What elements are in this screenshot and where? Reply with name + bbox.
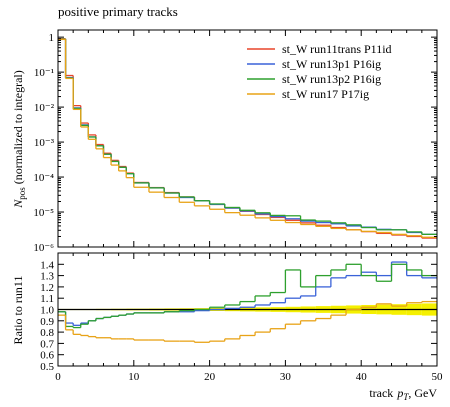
y-tick-label: 0.6 — [40, 350, 54, 362]
y-tick-label: 0.8 — [40, 327, 54, 339]
x-tick-label: 50 — [432, 371, 444, 383]
y-label-symbol: N — [11, 199, 25, 209]
y-tick-label: 0.9 — [40, 316, 54, 328]
y-tick-label: 1 — [49, 32, 55, 44]
y-tick-label: 1.2 — [40, 282, 54, 294]
x-tick-label: 10 — [128, 371, 140, 383]
x-label-text: track — [369, 386, 393, 400]
x-tick-label: 40 — [356, 371, 368, 383]
legend-label: st_W run11trans P11id — [282, 42, 392, 56]
y-tick-label: 10⁻⁵ — [33, 207, 54, 219]
x-axis-label: track pT, GeV — [369, 386, 437, 402]
chart-title: positive primary tracks — [58, 4, 178, 19]
y-tick-label: 10⁻⁴ — [33, 172, 54, 184]
y-tick-label: 10⁻³ — [34, 137, 55, 149]
legend-label: st_W run17 P17ig — [282, 87, 369, 101]
plot-frame — [57, 252, 438, 367]
y-label-text: (normalized to integral) — [11, 70, 25, 184]
y-axis-label: Ratio to run11 — [11, 276, 25, 345]
y-tick-label: 0.5 — [40, 361, 54, 373]
x-label-unit: , GeV — [408, 386, 437, 400]
y-tick-label: 1.3 — [40, 271, 54, 283]
x-tick-label: 30 — [280, 371, 292, 383]
legend-label: st_W run13p2 P16ig — [282, 72, 381, 86]
x-tick-label: 0 — [55, 371, 61, 383]
y-tick-label: 10⁻² — [34, 102, 55, 114]
plot-frame — [57, 29, 438, 248]
y-tick-label: 10⁻⁶ — [33, 242, 54, 254]
y-tick-label: 1.1 — [40, 293, 54, 305]
y-tick-label: 0.7 — [40, 338, 54, 350]
y-label-subscript: pos — [17, 187, 27, 200]
y-tick-label: 1.4 — [40, 259, 54, 271]
x-tick-label: 20 — [204, 371, 216, 383]
y-axis-label: Npos (normalized to integral) — [11, 70, 27, 208]
y-tick-label: 10⁻¹ — [34, 67, 54, 79]
x-label-subscript: T — [403, 392, 409, 402]
legend-label: st_W run13p1 P16ig — [282, 57, 381, 71]
x-label-symbol: p — [396, 386, 403, 400]
y-tick-label: 1.0 — [40, 305, 54, 317]
